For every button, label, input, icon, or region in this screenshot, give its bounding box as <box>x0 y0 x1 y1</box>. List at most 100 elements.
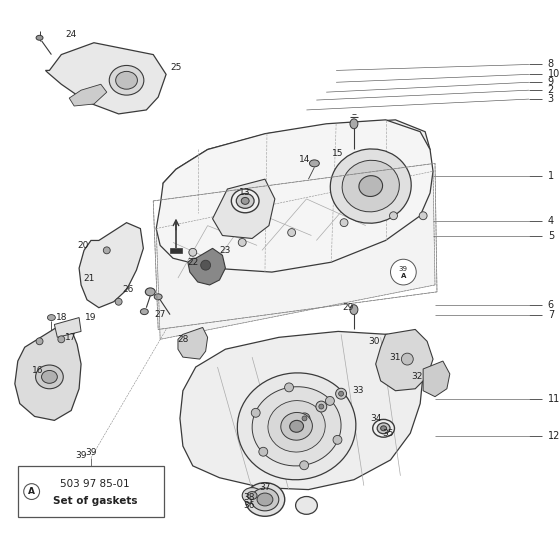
Circle shape <box>259 447 268 456</box>
Ellipse shape <box>342 160 399 212</box>
Circle shape <box>189 249 197 256</box>
Ellipse shape <box>146 288 155 296</box>
Polygon shape <box>423 361 450 396</box>
Ellipse shape <box>247 492 257 500</box>
Text: 5: 5 <box>548 231 554 240</box>
Circle shape <box>299 413 310 424</box>
Polygon shape <box>163 120 430 216</box>
Text: 24: 24 <box>66 30 77 39</box>
Text: A: A <box>28 487 35 496</box>
Text: 21: 21 <box>83 273 95 283</box>
Polygon shape <box>45 43 166 114</box>
Text: 9: 9 <box>548 77 554 87</box>
Circle shape <box>302 416 307 421</box>
Circle shape <box>419 212 427 220</box>
Text: 32: 32 <box>412 372 423 381</box>
Text: 22: 22 <box>187 258 198 267</box>
Text: 2: 2 <box>548 85 554 95</box>
Text: 6: 6 <box>548 300 554 310</box>
Polygon shape <box>178 328 208 359</box>
Circle shape <box>339 391 343 396</box>
Text: 27: 27 <box>155 310 166 319</box>
Ellipse shape <box>359 176 382 197</box>
Ellipse shape <box>381 426 386 431</box>
Circle shape <box>316 401 326 412</box>
Ellipse shape <box>350 119 358 129</box>
Circle shape <box>103 247 110 254</box>
Text: 20: 20 <box>77 241 88 250</box>
Circle shape <box>340 219 348 227</box>
Polygon shape <box>180 332 423 489</box>
Text: 31: 31 <box>390 353 401 362</box>
Ellipse shape <box>251 488 279 511</box>
Text: 34: 34 <box>370 414 381 423</box>
Ellipse shape <box>330 149 411 223</box>
Ellipse shape <box>242 488 262 503</box>
Text: 13: 13 <box>240 189 251 198</box>
Text: 23: 23 <box>220 246 231 255</box>
Text: 38: 38 <box>244 493 255 502</box>
Ellipse shape <box>296 497 318 514</box>
Text: 17: 17 <box>66 333 77 342</box>
Ellipse shape <box>36 35 43 40</box>
Circle shape <box>335 388 347 399</box>
Text: 29: 29 <box>342 303 354 312</box>
Circle shape <box>402 353 413 365</box>
Ellipse shape <box>231 189 259 213</box>
Circle shape <box>251 408 260 417</box>
Text: 30: 30 <box>368 337 380 346</box>
Polygon shape <box>79 223 143 307</box>
Polygon shape <box>54 318 81 337</box>
Polygon shape <box>376 329 433 391</box>
Circle shape <box>390 212 398 220</box>
Ellipse shape <box>373 419 394 437</box>
Text: 35: 35 <box>382 429 393 438</box>
Circle shape <box>325 396 334 405</box>
Text: 33: 33 <box>352 386 363 395</box>
Circle shape <box>333 435 342 444</box>
Circle shape <box>115 298 122 305</box>
Ellipse shape <box>141 309 148 315</box>
Ellipse shape <box>236 194 254 208</box>
Text: 4: 4 <box>548 216 554 226</box>
Circle shape <box>300 461 309 470</box>
Text: 16: 16 <box>32 366 43 375</box>
Ellipse shape <box>237 373 356 480</box>
Circle shape <box>238 239 246 246</box>
Ellipse shape <box>245 483 284 516</box>
Ellipse shape <box>41 371 57 383</box>
Polygon shape <box>188 249 226 285</box>
Ellipse shape <box>290 421 304 432</box>
Circle shape <box>36 338 43 345</box>
Text: 39: 39 <box>75 451 87 460</box>
Text: 14: 14 <box>299 155 310 164</box>
Ellipse shape <box>310 160 319 167</box>
Circle shape <box>390 259 416 285</box>
Text: 8: 8 <box>548 59 554 69</box>
Ellipse shape <box>116 71 137 89</box>
Text: 39: 39 <box>399 266 408 272</box>
Text: A: A <box>401 273 406 279</box>
Ellipse shape <box>281 413 312 440</box>
Text: 10: 10 <box>548 69 560 80</box>
Circle shape <box>200 260 211 270</box>
Text: 39: 39 <box>85 447 97 456</box>
Ellipse shape <box>257 493 273 506</box>
Text: 7: 7 <box>548 310 554 320</box>
Text: 26: 26 <box>123 286 134 295</box>
FancyBboxPatch shape <box>18 466 164 517</box>
Ellipse shape <box>154 294 162 300</box>
Polygon shape <box>69 84 107 106</box>
Ellipse shape <box>268 400 325 452</box>
Circle shape <box>288 228 296 236</box>
Polygon shape <box>156 171 435 339</box>
Ellipse shape <box>36 365 63 389</box>
Text: 11: 11 <box>548 394 560 404</box>
Text: 3: 3 <box>548 94 554 104</box>
Text: Set of gaskets: Set of gaskets <box>53 497 137 506</box>
Text: 18: 18 <box>55 313 67 322</box>
Circle shape <box>24 484 40 500</box>
Polygon shape <box>213 179 275 239</box>
Circle shape <box>284 383 293 392</box>
Ellipse shape <box>109 66 144 95</box>
